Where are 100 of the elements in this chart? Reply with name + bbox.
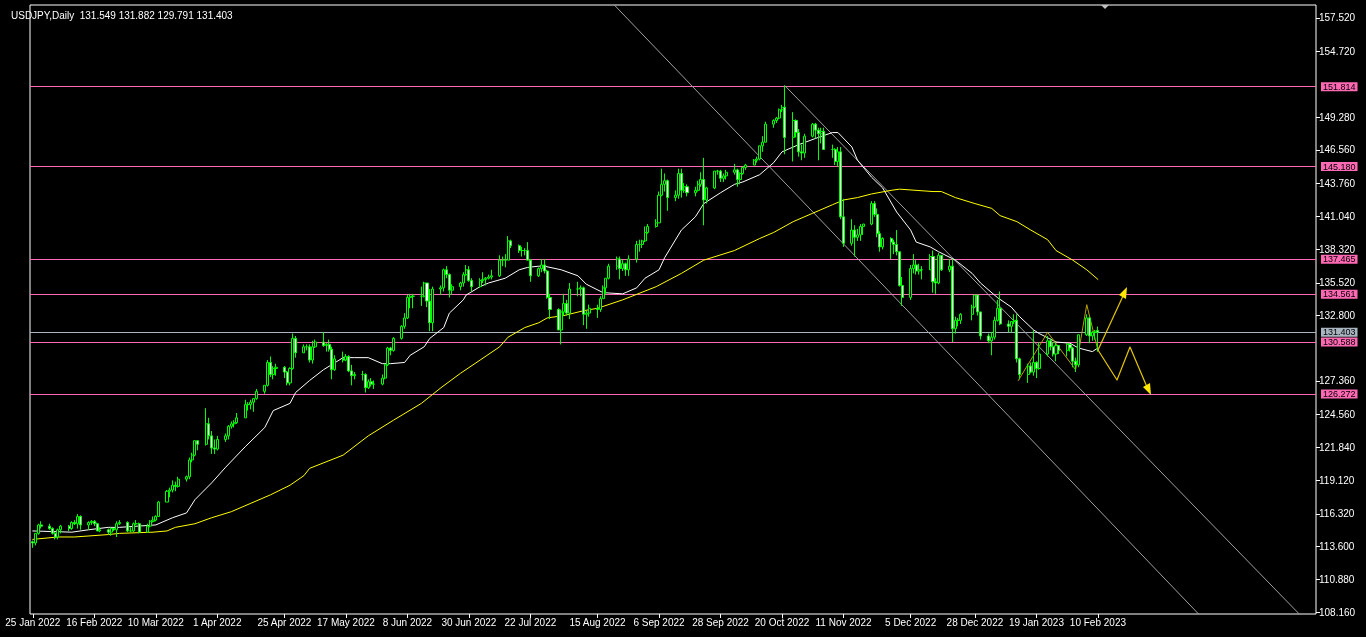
candlestick: [792, 111, 795, 162]
x-tick-label: 6 Sep 2022: [633, 616, 686, 628]
y-tick-label: 132.800: [1319, 310, 1356, 322]
ref-line-label: 126.272: [1323, 389, 1356, 400]
candlestick: [540, 258, 543, 273]
x-tick-label: 17 May 2022: [316, 616, 376, 628]
candlestick: [1007, 319, 1010, 333]
candlestick: [719, 169, 722, 183]
line-series: [1017, 304, 1099, 382]
x-tick-label: 28 Sep 2022: [692, 616, 750, 628]
candlestick: [722, 173, 725, 183]
y-tick-label: 113.600: [1319, 541, 1355, 553]
candlestick: [713, 170, 716, 190]
line-series: [32, 188, 1099, 540]
candlestick: [1077, 334, 1080, 368]
candlestick: [627, 254, 630, 277]
candlestick: [685, 183, 689, 197]
candlestick: [411, 293, 415, 309]
candlestick: [518, 244, 521, 254]
candlestick: [302, 343, 305, 354]
candlestick: [736, 168, 739, 188]
y-tick-label: 146.560: [1319, 144, 1356, 156]
candlestick: [431, 286, 434, 332]
y-tick-label: 116.320: [1319, 508, 1355, 520]
candlestick: [1066, 342, 1069, 357]
x-tick-label: 30 Jun 2022: [441, 616, 497, 628]
x-tick-label: 19 Jan 2023: [1008, 616, 1065, 628]
candlestick: [680, 168, 683, 199]
ref-line-label: 137.465: [1323, 254, 1356, 265]
candlestick: [484, 276, 487, 286]
candlestick: [244, 399, 247, 419]
candlestick: [420, 286, 423, 307]
x-tick-label: 8 Jun 2022: [382, 616, 433, 628]
candlestick: [498, 254, 501, 278]
candlestick: [576, 281, 579, 297]
x-tick-label: 28 Dec 2022: [946, 616, 1004, 628]
ref-line-label: 134.561: [1323, 289, 1356, 300]
candlestick: [917, 263, 921, 276]
ref-line-label: 130.588: [1323, 337, 1356, 348]
candlestick: [174, 481, 177, 492]
x-tick-label: 15 Aug 2022: [569, 616, 627, 628]
y-tick-label: 149.280: [1319, 111, 1356, 123]
candlestick: [1071, 346, 1074, 368]
candlestick: [568, 282, 571, 320]
candlestick: [811, 122, 814, 138]
y-tick-label: 154.720: [1319, 46, 1356, 58]
candlestick: [115, 520, 118, 538]
candlestick: [803, 133, 806, 159]
y-tick-label: 124.560: [1319, 409, 1356, 421]
candlestick: [1046, 335, 1049, 357]
candlestick: [274, 363, 278, 377]
candlestick: [146, 523, 149, 533]
candlestick: [490, 269, 493, 280]
candlestick: [90, 519, 93, 526]
ref-line-label: 151.814: [1323, 81, 1356, 92]
candlestick: [677, 168, 680, 200]
candlestick: [165, 489, 169, 503]
x-tick-label: 25 Jan 2022: [5, 616, 61, 628]
candlestick: [702, 157, 705, 226]
candlestick: [859, 223, 862, 242]
candlestick: [227, 424, 230, 440]
x-tick-label: 11 Nov 2022: [815, 616, 872, 628]
candlestick: [171, 479, 174, 493]
candlestick: [744, 163, 747, 171]
chart-title: USDJPY,Daily 131.549 131.882 129.791 131.403: [11, 9, 234, 21]
candlestick: [870, 200, 873, 226]
candlestick: [1088, 316, 1091, 344]
candlestick: [772, 118, 775, 129]
candlestick: [582, 286, 585, 326]
x-tick-label: 20 Oct 2022: [754, 616, 810, 628]
x-tick-label: 10 Feb 2023: [1069, 616, 1127, 628]
candlestick: [216, 435, 219, 451]
y-tick-label: 119.120: [1319, 474, 1355, 486]
x-tick-label: 1 Apr 2022: [193, 616, 242, 628]
candlestick: [311, 340, 314, 365]
candlestick: [999, 290, 1002, 326]
candlestick: [76, 513, 79, 530]
y-tick-label: 138.320: [1319, 243, 1356, 255]
candlestick: [442, 268, 445, 292]
y-tick-label: 110.880: [1319, 573, 1355, 585]
candlestick: [1032, 329, 1035, 377]
ref-line-label: 145.180: [1323, 161, 1356, 172]
x-tick-label: 5 Dec 2022: [885, 616, 937, 628]
candlestick: [322, 331, 325, 348]
candlestick: [778, 108, 781, 120]
candlestick: [177, 476, 180, 489]
y-tick-label: 157.520: [1319, 12, 1356, 24]
candlestick: [188, 457, 191, 480]
y-tick-label: 127.360: [1319, 375, 1356, 387]
y-tick-label: 108.160: [1319, 606, 1356, 618]
candlestick: [635, 240, 638, 264]
candlestick: [151, 516, 155, 524]
x-tick-label: 10 Mar 2022: [127, 616, 185, 628]
candlestick: [725, 169, 728, 181]
y-tick-label: 141.040: [1319, 210, 1356, 222]
candlestick: [364, 372, 367, 394]
candlestick: [87, 520, 90, 531]
y-tick-label: 135.520: [1319, 277, 1356, 289]
ref-line-label: 131.403: [1323, 327, 1356, 338]
candlestick: [157, 500, 160, 518]
